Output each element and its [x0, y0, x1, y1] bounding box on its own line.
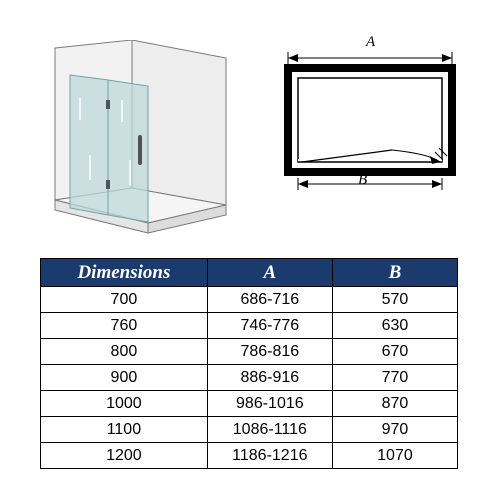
- table-cell: 630: [332, 313, 457, 339]
- table-cell: 686-716: [207, 287, 332, 313]
- table-cell: 1186-1216: [207, 443, 332, 469]
- isometric-enclosure: [30, 40, 250, 230]
- header-a: A: [207, 259, 332, 287]
- table-row: 11001086-1116970: [41, 417, 458, 443]
- table-cell: 1200: [41, 443, 208, 469]
- table-cell: 986-1016: [207, 391, 332, 417]
- table-cell: 1086-1116: [207, 417, 332, 443]
- table-cell: 786-816: [207, 339, 332, 365]
- table-cell: 700: [41, 287, 208, 313]
- table-cell: 570: [332, 287, 457, 313]
- table-cell: 1100: [41, 417, 208, 443]
- table-row: 1000986-1016870: [41, 391, 458, 417]
- table-cell: 1000: [41, 391, 208, 417]
- table-cell: 670: [332, 339, 457, 365]
- label-a: A: [366, 34, 375, 51]
- header-b: B: [332, 259, 457, 287]
- dimensions-table: Dimensions A B 700686-716570760746-77663…: [40, 258, 458, 469]
- table-header-row: Dimensions A B: [41, 259, 458, 287]
- table-cell: 770: [332, 365, 457, 391]
- table-cell: 1070: [332, 443, 457, 469]
- plan-view: A B: [280, 50, 460, 200]
- header-dimensions: Dimensions: [41, 259, 208, 287]
- table-row: 12001186-12161070: [41, 443, 458, 469]
- table-row: 700686-716570: [41, 287, 458, 313]
- table-cell: 746-776: [207, 313, 332, 339]
- table-row: 760746-776630: [41, 313, 458, 339]
- diagram-row: A B: [30, 40, 470, 230]
- table-row: 900886-916770: [41, 365, 458, 391]
- table-cell: 970: [332, 417, 457, 443]
- label-b: B: [358, 172, 367, 189]
- table-row: 800786-816670: [41, 339, 458, 365]
- table-cell: 800: [41, 339, 208, 365]
- table-cell: 886-916: [207, 365, 332, 391]
- table-cell: 900: [41, 365, 208, 391]
- table-cell: 760: [41, 313, 208, 339]
- table-cell: 870: [332, 391, 457, 417]
